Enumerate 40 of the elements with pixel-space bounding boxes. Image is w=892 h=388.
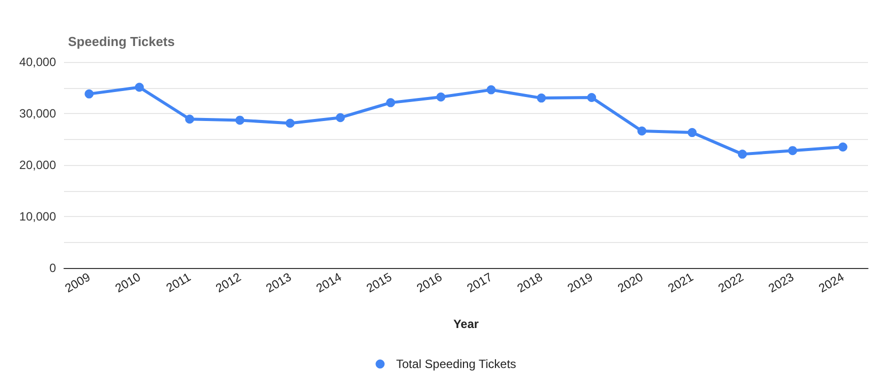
x-tick-label: 2023: [766, 270, 796, 296]
y-tick-label: 30,000: [19, 106, 56, 120]
x-tick-label: 2016: [414, 270, 445, 296]
x-tick-label: 2015: [364, 270, 394, 296]
point: [637, 126, 646, 136]
x-tick-label: 2024: [816, 270, 847, 296]
point: [84, 89, 94, 98]
y-tick-label: 0: [49, 261, 56, 275]
x-tick-label: 2011: [164, 270, 194, 295]
y-tick-label: 40,000: [19, 55, 56, 69]
point: [386, 98, 396, 108]
y-tick-label: 20,000: [19, 158, 56, 172]
chart-title: Speeding Tickets: [68, 34, 175, 49]
point: [688, 128, 697, 138]
point: [587, 93, 596, 102]
x-tick-label: 2013: [264, 270, 294, 296]
x-tick-label: 2022: [716, 270, 746, 296]
point: [788, 146, 798, 156]
x-tick-label: 2010: [112, 270, 144, 296]
x-tick-label: 2009: [62, 270, 93, 296]
point: [134, 82, 144, 92]
x-axis-title: Year: [453, 317, 480, 331]
point: [286, 118, 295, 128]
point: [235, 116, 244, 125]
point: [185, 114, 194, 124]
x-tick-label: 2017: [464, 270, 495, 296]
point: [336, 113, 345, 122]
point: [536, 94, 546, 103]
point: [436, 92, 446, 102]
y-tick-label: 10,000: [19, 210, 56, 224]
x-tick-label: 2014: [314, 270, 344, 296]
point: [738, 150, 747, 159]
x-tick-label: 2018: [514, 270, 546, 296]
x-tick-label: 2020: [615, 270, 646, 296]
x-tick-label: 2021: [666, 270, 696, 296]
x-tick-label: 2019: [565, 270, 596, 296]
legend-label: Total Speeding Tickets: [396, 357, 516, 371]
point: [838, 142, 848, 152]
x-tick-label: 2012: [213, 270, 244, 296]
point: [486, 85, 496, 94]
